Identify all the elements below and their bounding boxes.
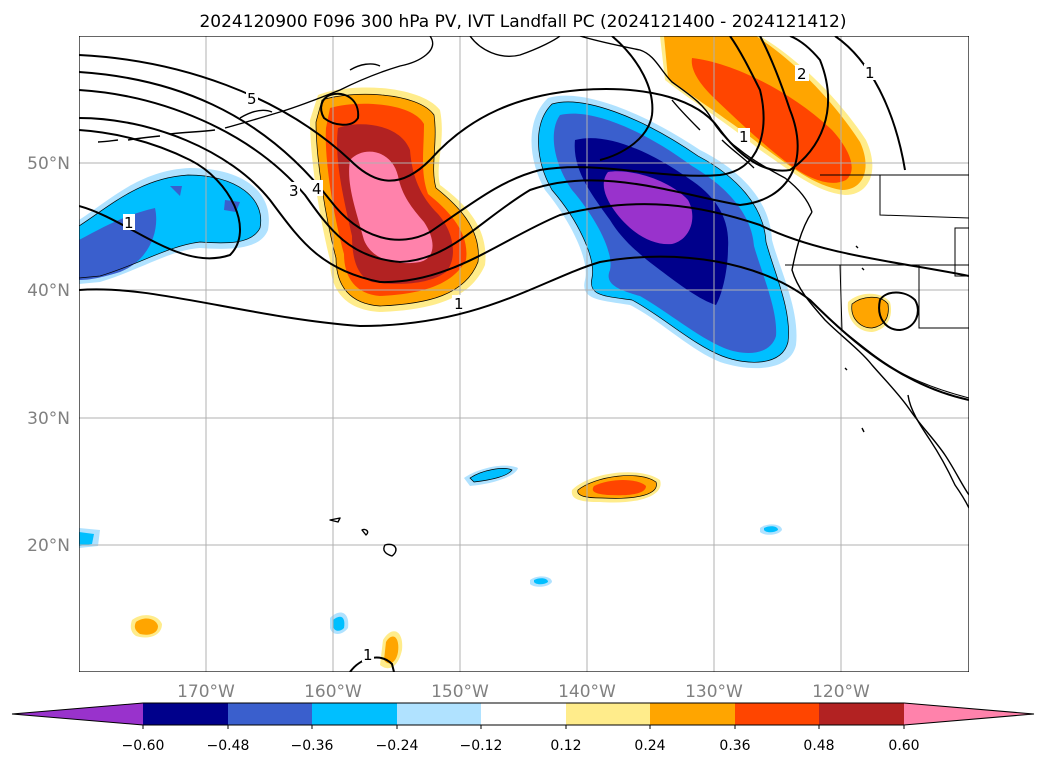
lon-axis-labels: 170°W 160°W 150°W 140°W 130°W 120°W [177,682,870,702]
contour-label: 1 [739,128,749,146]
colorbar-segment [735,703,819,725]
contour-label: 4 [312,180,322,198]
colorbar-segment [819,703,904,725]
colorbar-tick-label: 0.60 [888,738,919,754]
colorbar-tick-label: 0.24 [634,738,665,754]
coastlines [97,36,969,557]
positive-anomaly-central [310,87,486,313]
contour-label: 1 [124,214,134,232]
colorbar-tick-label: −0.24 [376,738,419,754]
contour-label: 1 [454,295,464,313]
contour-label: 2 [797,65,807,83]
lon-label: 130°W [685,682,743,702]
colorbar-segment [143,703,228,725]
lon-label: 170°W [177,682,235,702]
lon-label: 120°W [812,682,870,702]
colorbar-extend-max [904,703,1034,725]
colorbar-segment [481,703,566,725]
lat-label: 20°N [27,536,70,556]
lat-axis-labels: 50°N 40°N 30°N 20°N [27,154,70,556]
contour-label: 1 [363,646,373,664]
colorbar-tick-label: −0.48 [207,738,250,754]
negative-anomaly-east [531,95,797,369]
lon-label: 150°W [431,682,489,702]
colorbar-tick-label: −0.36 [291,738,334,754]
borders [785,174,969,399]
colorbar-tick-label: 0.12 [550,738,581,754]
lat-label: 30°N [27,409,70,429]
lat-label: 50°N [27,154,70,174]
colorbar-segment [566,703,650,725]
colorbar-segment [650,703,735,725]
map-area: 1 1 2 3 4 5 1 1 1 [79,36,969,672]
colorbar-extend-min [12,703,143,725]
map-title: 2024120900 F096 300 hPa PV, IVT Landfall… [199,12,846,32]
colorbar-tick-label: 0.36 [719,738,750,754]
contour-label: 5 [247,90,257,108]
gridlines [79,36,969,672]
lon-label: 140°W [558,682,616,702]
colorbar: −0.60 −0.48 −0.36 −0.24 −0.12 0.12 0.24 0.36 0.4… [11,702,1035,754]
contour-labels: 1 1 2 3 4 5 1 1 1 [123,64,876,664]
lat-label: 40°N [27,281,70,301]
contour-label: 3 [289,182,299,200]
colorbar-tick-label: 0.48 [803,738,834,754]
colorbar-tick-label: −0.12 [460,738,503,754]
colorbar-segment [397,703,481,725]
contour-label: 1 [865,64,875,82]
negative-anomaly-west [79,168,269,284]
colorbar-segment [228,703,312,725]
pv-contours [79,36,969,672]
colorbar-tick-label: −0.60 [122,738,165,754]
small-anomalies [79,293,892,669]
lon-label: 160°W [304,682,362,702]
colorbar-segment [312,703,397,725]
